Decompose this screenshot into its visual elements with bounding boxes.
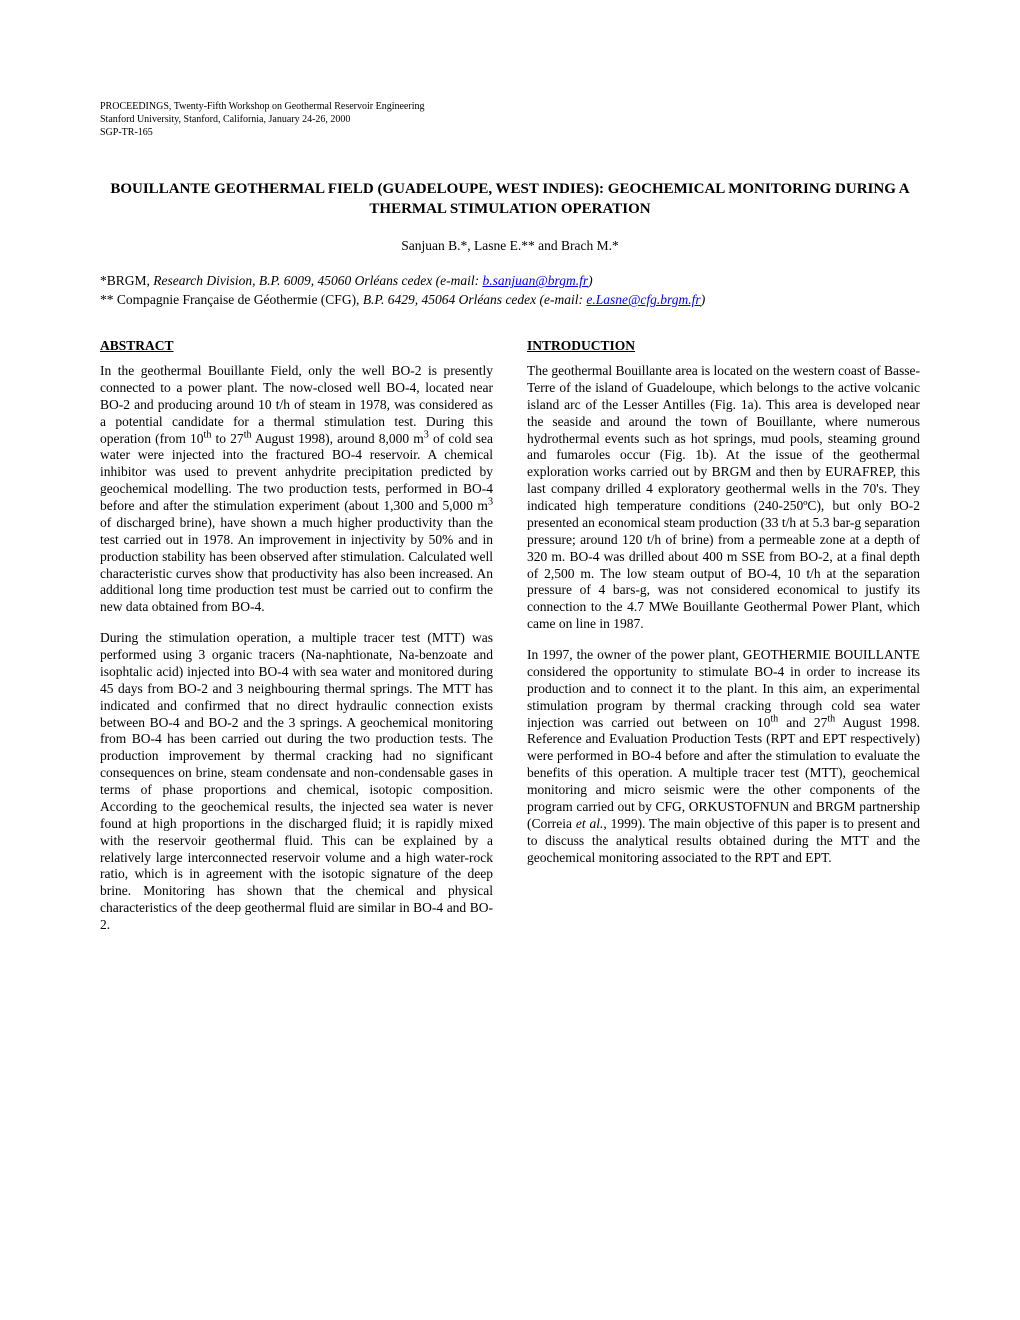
left-column: ABSTRACT In the geothermal Bouillante Fi…: [100, 338, 493, 948]
paper-title: BOUILLANTE GEOTHERMAL FIELD (GUADELOUPE,…: [100, 179, 920, 220]
sup-th: th: [244, 429, 252, 440]
affiliation-2: ** Compagnie Française de Géothermie (CF…: [100, 291, 920, 310]
proceedings-header: PROCEEDINGS, Twenty-Fifth Workshop on Ge…: [100, 100, 920, 139]
aff1-prefix: *BRGM,: [100, 273, 153, 288]
authors-line: Sanjuan B.*, Lasne E.** and Brach M.*: [100, 238, 920, 255]
aff2-close: ): [701, 292, 706, 307]
aff2-email-link[interactable]: e.Lasne@cfg.brgm.fr: [586, 292, 700, 307]
citation-etal: et al.: [576, 816, 603, 831]
aff2-prefix: ** Compagnie Française de Géothermie (CF…: [100, 292, 363, 307]
aff1-text: Research Division, B.P. 6009, 45060 Orlé…: [153, 273, 482, 288]
header-line-1: PROCEEDINGS, Twenty-Fifth Workshop on Ge…: [100, 100, 920, 113]
affiliations-block: *BRGM, Research Division, B.P. 6009, 450…: [100, 272, 920, 310]
right-column: INTRODUCTION The geothermal Bouillante a…: [527, 338, 920, 948]
two-column-layout: ABSTRACT In the geothermal Bouillante Fi…: [100, 338, 920, 948]
abstract-paragraph-2: During the stimulation operation, a mult…: [100, 630, 493, 934]
header-line-3: SGP-TR-165: [100, 126, 920, 139]
affiliation-1: *BRGM, Research Division, B.P. 6009, 450…: [100, 272, 920, 291]
introduction-heading: INTRODUCTION: [527, 338, 920, 355]
header-line-2: Stanford University, Stanford, Californi…: [100, 113, 920, 126]
aff1-close: ): [588, 273, 593, 288]
abstract-paragraph-1: In the geothermal Bouillante Field, only…: [100, 363, 493, 616]
intro-paragraph-2: In 1997, the owner of the power plant, G…: [527, 647, 920, 866]
abstract-heading: ABSTRACT: [100, 338, 493, 355]
aff1-email-link[interactable]: b.sanjuan@brgm.fr: [482, 273, 588, 288]
sup-3: 3: [488, 497, 493, 508]
aff2-text: B.P. 6429, 45064 Orléans cedex (e-mail:: [363, 292, 587, 307]
intro-paragraph-1: The geothermal Bouillante area is locate…: [527, 363, 920, 633]
